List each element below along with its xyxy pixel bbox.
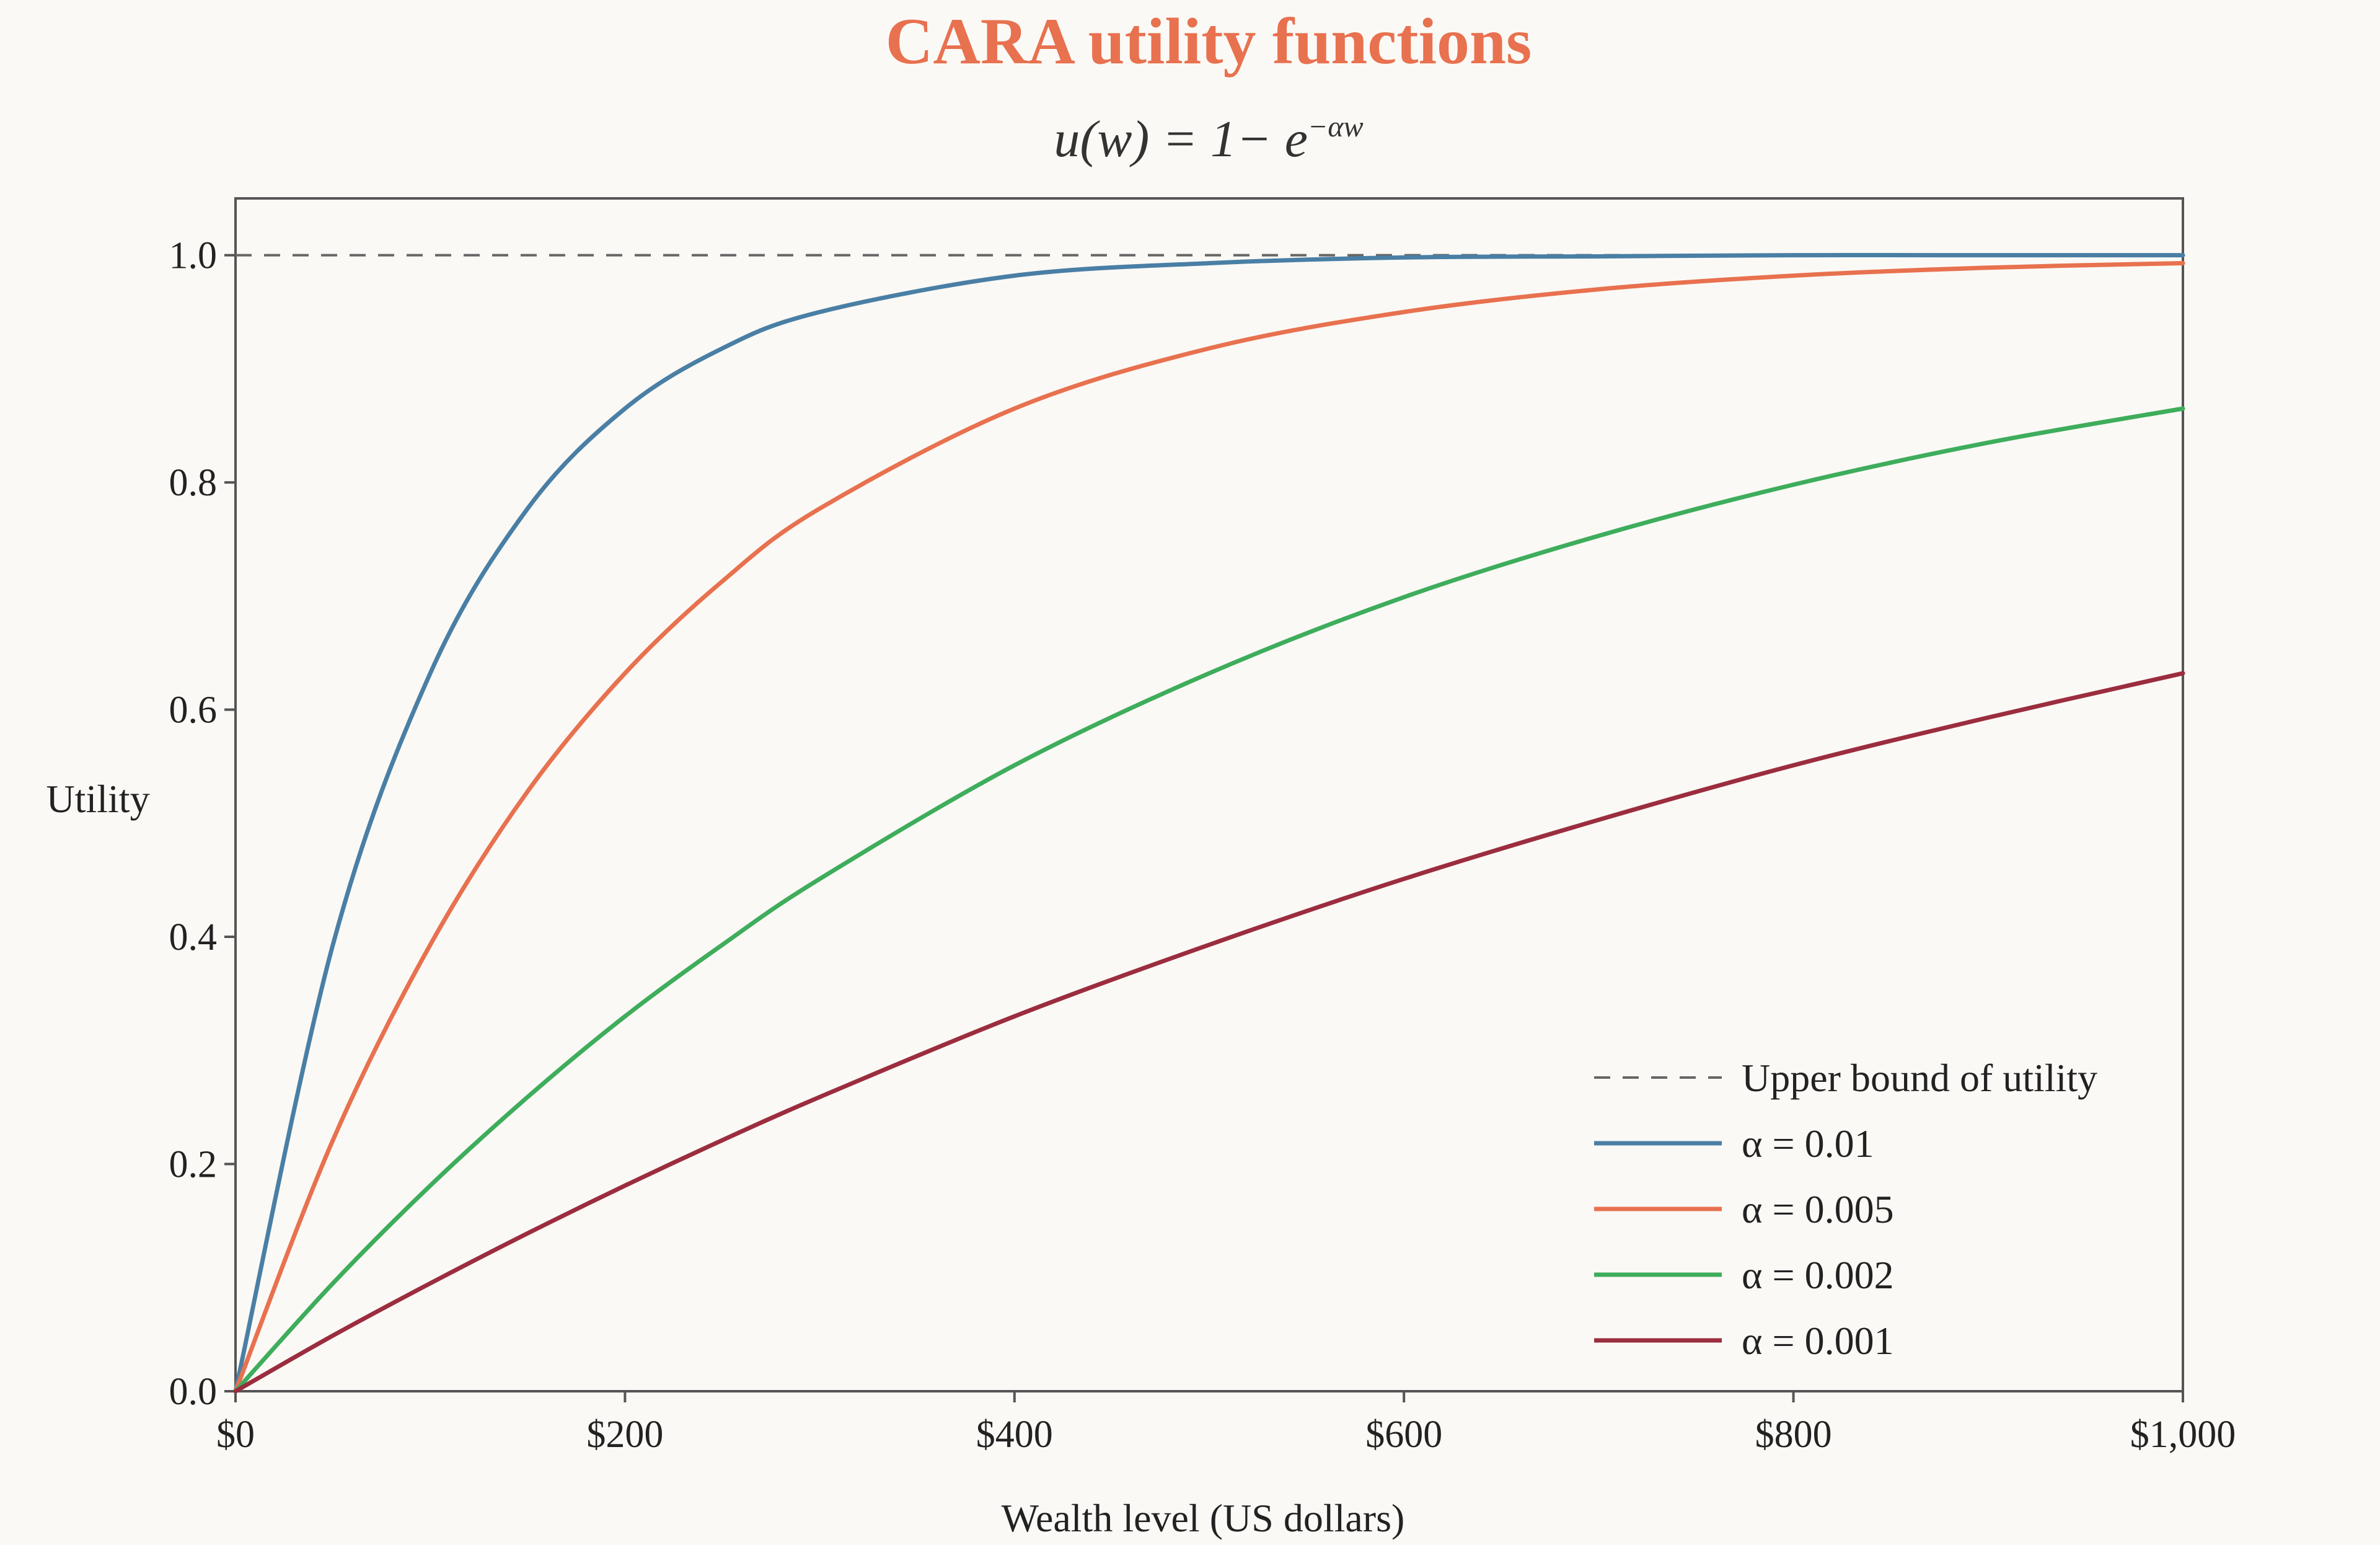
legend-label: α = 0.002 <box>1742 1253 1894 1297</box>
plot-frame <box>234 197 2184 1392</box>
x-tick-label: $800 <box>1755 1414 1832 1456</box>
series-line-4 <box>233 671 2185 1394</box>
legend-label: Upper bound of utility <box>1742 1056 2097 1100</box>
x-axis-label: Wealth level (US dollars) <box>1002 1496 1405 1540</box>
x-tick-label: $1,000 <box>2130 1414 2236 1456</box>
chart-title: CARA utility functions <box>886 5 1532 77</box>
y-tick-label: 0.0 <box>169 1371 218 1413</box>
y-tick-label: 0.2 <box>169 1144 218 1186</box>
series-line-2 <box>233 260 2185 1394</box>
x-tick-label: $400 <box>976 1414 1053 1456</box>
x-tick-label: $600 <box>1365 1414 1442 1456</box>
series-line-1 <box>233 252 2185 1394</box>
chart-subtitle-sup: −αw <box>1308 110 1364 143</box>
legend-label: α = 0.01 <box>1742 1122 1874 1166</box>
y-tick-label: 0.8 <box>169 462 218 504</box>
y-axis: 0.0 0.2 0.4 0.6 0.8 1.0 <box>169 235 236 1413</box>
y-tick-label: 1.0 <box>169 235 218 277</box>
legend-label: α = 0.001 <box>1742 1319 1894 1363</box>
chart-subtitle-main: u(w) = 1− e <box>1054 110 1308 168</box>
series-line-3 <box>233 406 2185 1394</box>
y-axis-label: Utility <box>46 777 149 821</box>
x-tick-label: $0 <box>216 1414 255 1456</box>
chart-subtitle: u(w) = 1− e−αw <box>1054 110 1363 168</box>
series-group <box>233 252 2185 1394</box>
legend-label: α = 0.005 <box>1742 1187 1894 1231</box>
x-axis: $0 $200 $400 $600 $800 $1,000 <box>216 1391 2236 1456</box>
plot-area: $0 $200 $400 $600 $800 $1,000 0.0 0.2 0.4 0.6 0.8… <box>169 197 2236 1456</box>
legend: Upper bound of utility α = 0.01 α = 0.005 α… <box>1594 1056 2097 1363</box>
x-tick-label: $200 <box>586 1414 663 1456</box>
y-tick-label: 0.4 <box>169 916 218 958</box>
y-tick-label: 0.6 <box>169 689 218 732</box>
